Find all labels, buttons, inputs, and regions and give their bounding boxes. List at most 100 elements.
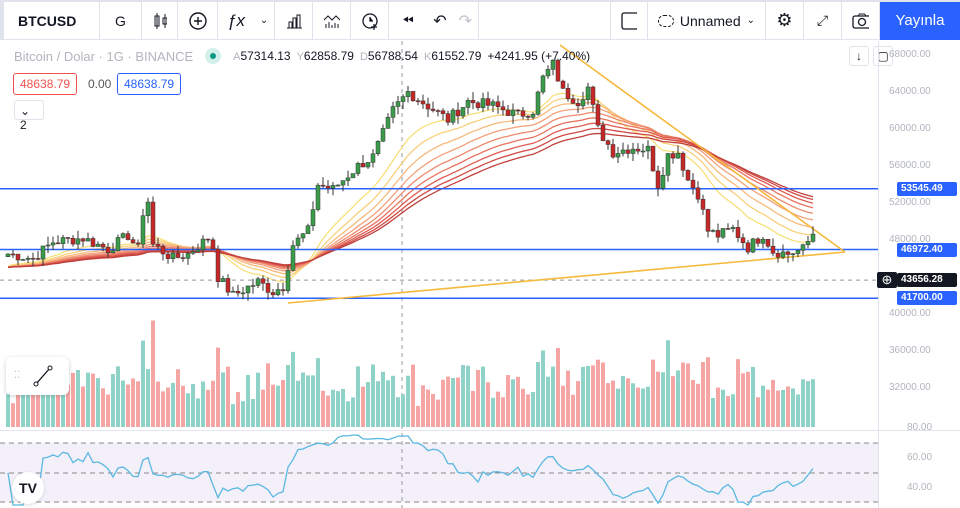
volume-bar [391,375,395,427]
volume-bar [321,390,325,427]
low-value: 56788.54 [367,49,418,63]
buy-price[interactable]: 48638.79 [117,73,182,95]
volume-bar [216,347,220,427]
compare-plus-icon[interactable] [178,1,218,40]
volume-bar [616,388,620,427]
fullscreen-icon[interactable]: ⤢ [804,1,842,40]
candle-body [545,69,551,77]
candle-body [750,238,756,253]
pane-separator[interactable] [0,430,960,431]
volume-bar [341,388,345,427]
candle-body [185,253,191,259]
volume-bar [181,385,185,427]
interval-button[interactable]: G [100,1,142,40]
candle-body [440,110,446,114]
volume-bar [636,387,640,427]
volume-bar [266,363,270,427]
candle-body [615,153,621,158]
level-price-label: 53545.49 [897,181,957,196]
candle-body [5,253,11,258]
volume-bar [121,380,125,427]
bar-chart-icon[interactable] [275,1,313,40]
volume-bar [646,386,650,427]
candle-body [540,75,546,93]
volume-bar [621,375,625,427]
volume-bar [766,389,770,427]
chevron-down-icon: ⌄ [746,15,755,26]
volume-bar [461,365,465,427]
candles-icon[interactable] [142,1,178,40]
volume-bar [406,375,410,427]
trend-line-tool-icon[interactable] [28,361,58,391]
layout-name-button[interactable]: Unnamed ⌄ [648,1,766,40]
spread-value: 0.00 [88,77,112,91]
candle-body [255,278,261,286]
volume-bar [356,366,360,427]
candle-body [340,180,346,186]
candle-body [610,144,616,158]
price-axis[interactable]: 68000.00 64000.00 60000.00 56000.00 52000.00… [878,41,960,508]
ema-ribbon-line [7,101,814,275]
volume-bar [661,372,665,427]
indicators-fx-icon[interactable]: ƒx [227,10,245,30]
candle-body [730,227,736,229]
volume-bar [551,366,555,427]
close-label: K [423,51,432,63]
candle-body [30,257,36,260]
camera-icon[interactable] [842,1,880,40]
volume-bar [716,387,720,427]
candle-body [95,243,101,247]
sell-price[interactable]: 48638.79 [13,73,78,95]
candle-body [755,238,761,244]
level-price-label: 46972.40 [897,242,957,257]
redo-icon[interactable]: ↷ [453,1,479,40]
volume-bar [246,374,250,427]
templates-icon[interactable] [313,1,351,40]
volume-bar [316,358,320,427]
settings-gear-icon[interactable]: ⚙ [766,1,804,40]
crosshair-price-label: 43656.28 [897,273,957,288]
volume-bar [576,381,580,427]
volume-bar [396,397,400,427]
volume-bar [531,391,535,427]
symbol-title: Bitcoin / Dolar · 1G · BINANCE [14,48,194,64]
candle-body [35,258,41,260]
candle-body [680,152,686,171]
layout-square-icon[interactable] [610,1,648,40]
volume-bar [126,384,130,427]
candle-body [365,162,371,168]
volume-bar [451,377,455,427]
candle-body [225,278,231,293]
candle-body [400,96,406,102]
candle-body [145,201,151,216]
candle-body [330,185,336,189]
chevron-down-icon[interactable]: ⌄ [254,1,275,40]
volume-bar [261,389,265,427]
candle-body [55,242,61,245]
top-toolbar: BTCUSD G ƒx ⌄ ⏪︎ ↶ ↷ Unnamed ⌄ ⚙ ⤢ Yayınl… [0,0,960,40]
publish-button[interactable]: Yayınla [880,1,960,40]
symbol-search[interactable]: BTCUSD [0,1,100,40]
add-alert-plus-icon[interactable]: ⊕ [877,272,897,289]
candle-body [715,230,721,238]
candle-body [530,114,536,118]
candle-body [525,115,531,118]
candle-body [170,252,176,259]
undo-icon[interactable]: ↶ [433,12,447,30]
candle-body [250,285,256,287]
volume-bar [571,394,575,427]
candle-body [90,238,96,247]
volume-bar [801,379,805,427]
drag-handle-icon[interactable]: ⁚⁚ [13,370,21,381]
indicators-collapse-button[interactable]: ⌄ 2 [14,100,44,132]
volume-bar [481,366,485,427]
replay-icon[interactable]: ⏪︎ [402,12,414,28]
volume-bar [381,371,385,427]
price-chart[interactable] [0,41,878,508]
alert-clock-icon[interactable] [351,1,389,40]
volume-bar [291,351,295,427]
volume-bar [116,366,120,427]
scroll-down-arrow-icon[interactable]: ↓ [849,46,869,66]
candle-body [720,228,726,238]
volume-bar [456,377,460,427]
